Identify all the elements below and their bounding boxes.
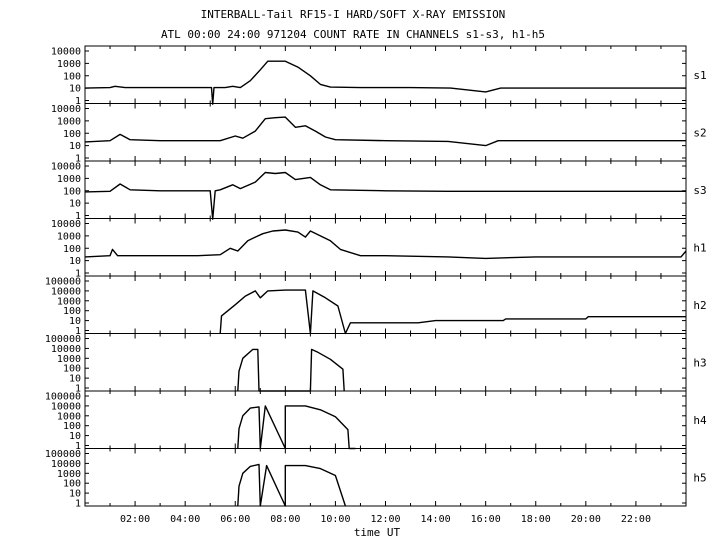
panels: 100001000100101s1100001000100101s2100001… [45,45,707,510]
y-tick-label: 100 [63,421,81,432]
series-line-s3 [84,171,686,220]
y-tick-label: 10000 [51,344,81,355]
y-tick-label: 10 [69,316,81,327]
x-tick-label: 20:00 [571,514,601,525]
panel-frame [84,45,687,104]
y-tick-label: 1000 [57,174,81,185]
y-tick-label: 1 [75,384,81,395]
x-tick-label: 18:00 [521,514,551,525]
y-tick-label: 10000 [51,286,81,297]
panel-frame [84,160,687,219]
channel-label: h3 [693,356,706,369]
y-tick-label: 10 [69,374,81,385]
x-tick-label: 12:00 [370,514,400,525]
y-tick-label: 1 [75,326,81,337]
channel-label: h1 [693,241,706,254]
y-tick-label: 100 [63,244,81,255]
y-tick-label: 100 [63,186,81,197]
x-tick-label: 02:00 [120,514,150,525]
y-tick-label: 1 [75,269,81,280]
panel-frame [84,218,687,277]
y-tick-label: 1 [75,441,81,452]
series-line-h4 [237,405,356,450]
channel-label: h5 [693,471,706,484]
y-tick-label: 1000 [57,296,81,307]
series-line-h1 [84,229,687,260]
y-tick-label: 100 [63,364,81,375]
y-tick-label: 10 [69,256,81,267]
y-tick-label: 10000 [51,219,81,230]
y-tick-label: 10000 [51,401,81,412]
y-tick-label: 10 [69,84,81,95]
y-tick-label: 1000 [57,469,81,480]
panel-frame [84,275,687,334]
panel-frame [84,448,687,507]
x-axis-label: time UT [354,526,401,539]
y-tick-label: 10 [69,141,81,152]
y-tick-label: 100 [63,71,81,82]
y-tick-label: 10 [69,489,81,500]
x-tick-label: 16:00 [471,514,501,525]
y-tick-label: 10000 [51,47,81,58]
panel-frame [84,333,687,392]
y-tick-label: 1 [75,211,81,222]
y-tick-label: 10000 [51,162,81,173]
y-tick-label: 1000 [57,116,81,127]
y-tick-label: 1000 [57,354,81,365]
x-tick-label: 10:00 [320,514,350,525]
y-tick-label: 10000 [51,459,81,470]
series-line-h5 [237,463,347,507]
y-tick-label: 100 [63,479,81,490]
channel-label: s1 [693,69,706,82]
series-line-s2 [84,116,686,147]
y-tick-label: 10 [69,431,81,442]
y-tick-label: 100000 [45,449,81,460]
channel-label: s2 [693,126,706,139]
chart-subtitle: ATL 00:00 24:00 971204 COUNT RATE IN CHA… [161,28,545,41]
y-tick-label: 100000 [45,277,81,288]
y-tick-label: 1 [75,499,81,510]
series-line-h3 [237,348,345,392]
x-tick-label: 22:00 [621,514,651,525]
x-axis: 02:00 04:00 06:00 08:00 10:00 12:00 14:00 16:00… [120,514,651,525]
x-tick-label: 14:00 [421,514,451,525]
panel-frame [84,390,687,449]
y-tick-label: 100 [63,129,81,140]
x-tick-label: 06:00 [220,514,250,525]
y-tick-label: 1 [75,96,81,107]
y-tick-label: 10 [69,199,81,210]
y-tick-label: 100 [63,306,81,317]
channel-label: h4 [693,414,707,427]
series-line-s1 [84,60,686,105]
x-tick-label: 08:00 [270,514,300,525]
y-tick-label: 1000 [57,231,81,242]
y-tick-label: 100000 [45,392,81,403]
chart-title: INTERBALL-Tail RF15-I HARD/SOFT X-RAY EM… [201,8,506,21]
y-tick-label: 1 [75,154,81,165]
y-tick-label: 10000 [51,104,81,115]
x-tick-label: 04:00 [170,514,200,525]
channel-label: s3 [693,184,706,197]
panel-frame [84,103,687,162]
y-tick-label: 100000 [45,334,81,345]
y-tick-label: 1000 [57,411,81,422]
y-tick-label: 1000 [57,59,81,70]
series-line-h2 [219,289,686,335]
channel-label: h2 [693,299,706,312]
